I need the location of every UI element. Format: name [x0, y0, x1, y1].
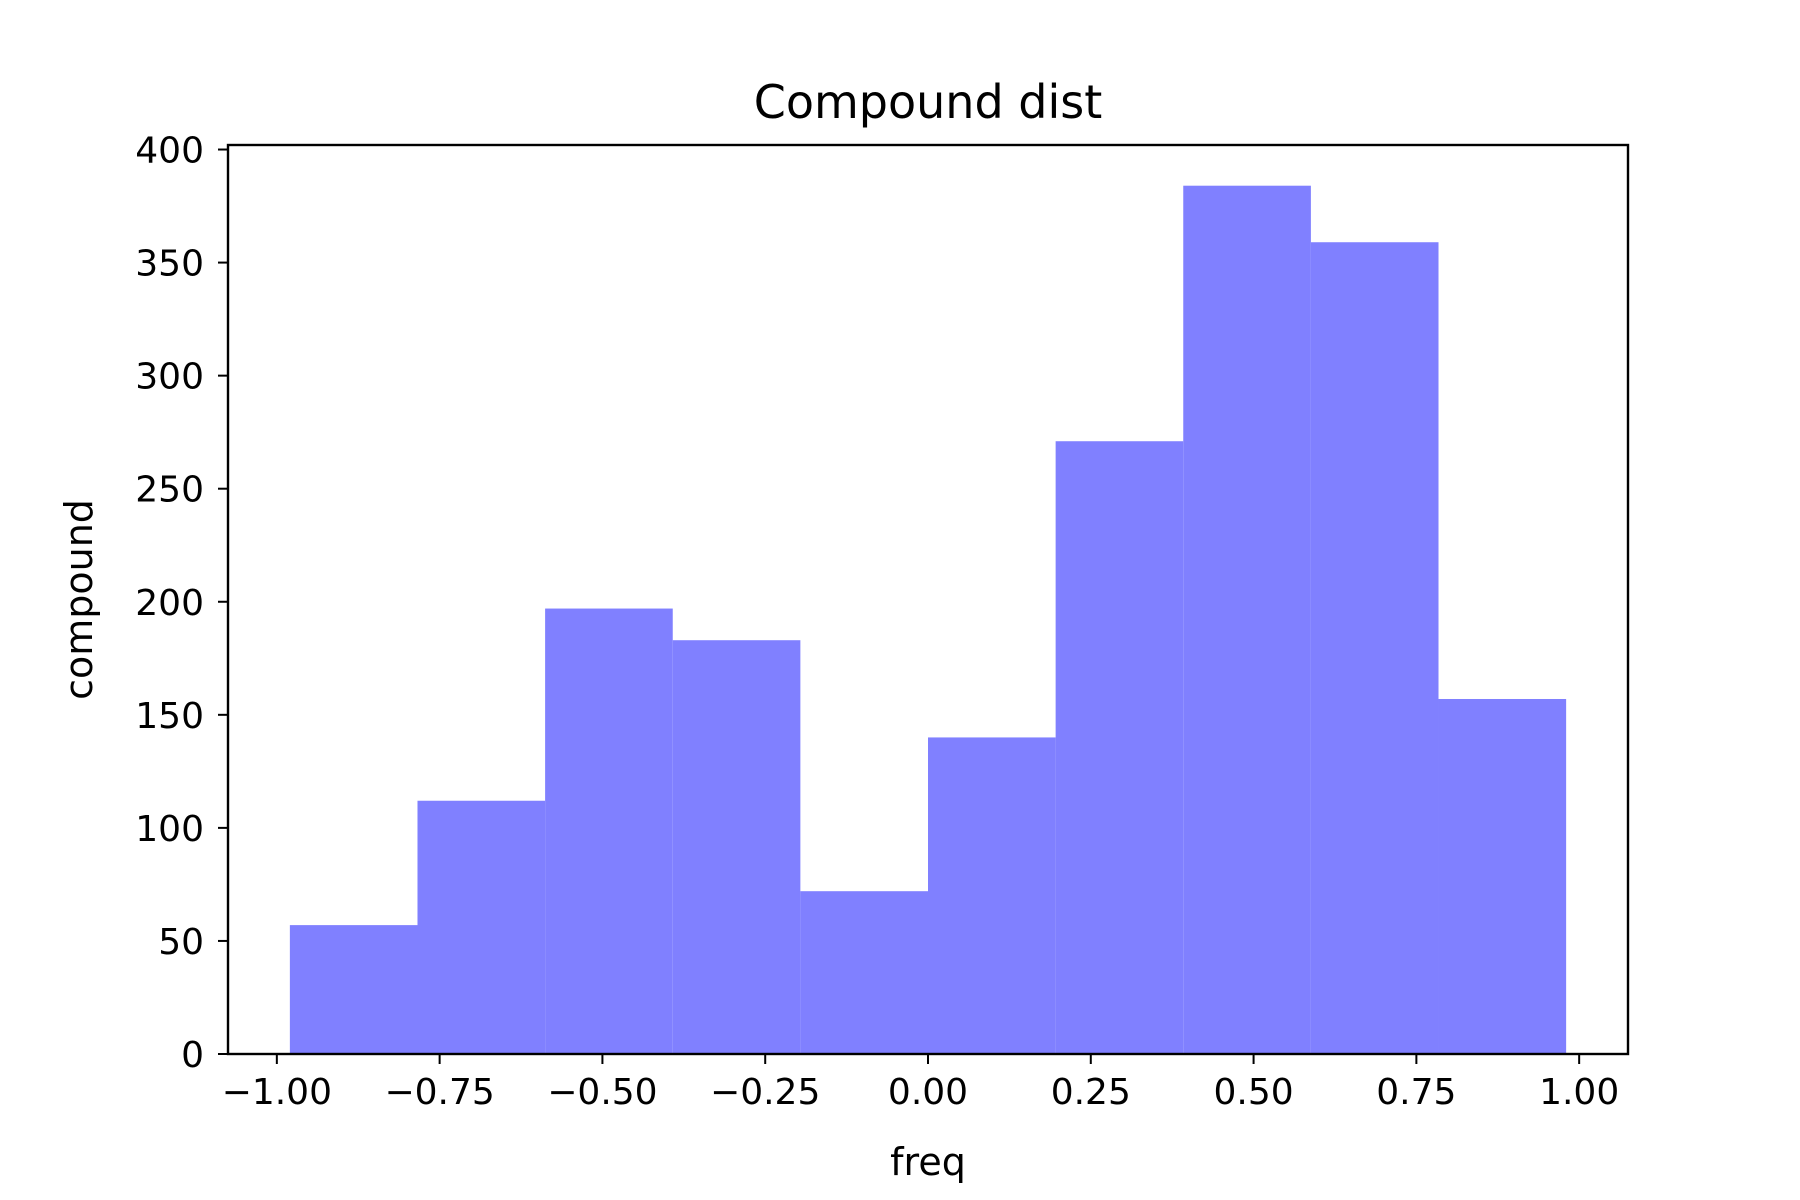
y-tick-label: 100	[135, 809, 204, 850]
histogram-bar	[1310, 242, 1439, 1055]
x-axis-ticks: −1.00 −0.75 −0.50 −0.25 0.00 0.25 0.50 0.75 1.00	[222, 1054, 1619, 1113]
histogram-bar	[545, 608, 673, 1054]
histogram-bar	[672, 640, 801, 1054]
x-axis-label: freq	[890, 1140, 966, 1184]
y-tick-label: 350	[135, 244, 204, 285]
histogram-bar	[1183, 185, 1311, 1055]
y-tick-label: 150	[135, 696, 204, 737]
chart-title: Compound dist	[754, 75, 1103, 129]
y-tick-label: 200	[135, 583, 204, 624]
x-tick-label: 0.75	[1376, 1072, 1456, 1113]
y-tick-label: 250	[135, 470, 204, 511]
x-tick-label: −0.50	[547, 1072, 657, 1113]
y-tick-label: 0	[181, 1035, 204, 1076]
x-tick-label: 1.00	[1539, 1072, 1619, 1113]
x-tick-label: 0.00	[888, 1072, 968, 1113]
y-axis-ticks: 0 50 100 150 200 250 300 350 400	[135, 131, 228, 1076]
x-tick-label: 0.50	[1214, 1072, 1294, 1113]
x-tick-label: −0.75	[384, 1072, 494, 1113]
x-tick-label: 0.25	[1051, 1072, 1131, 1113]
histogram-bar	[928, 737, 1056, 1054]
histogram-bar	[800, 891, 928, 1054]
y-axis-label: compound	[57, 499, 101, 700]
histogram-bar	[417, 800, 546, 1054]
y-tick-label: 300	[135, 357, 204, 398]
histogram-bar	[289, 925, 418, 1054]
x-tick-label: −0.25	[710, 1072, 820, 1113]
y-tick-label: 400	[135, 131, 204, 172]
bars-group	[289, 185, 1567, 1055]
y-tick-label: 50	[158, 922, 204, 963]
histogram-bar	[1055, 441, 1184, 1054]
x-tick-label: −1.00	[222, 1072, 332, 1113]
histogram-bar	[1438, 698, 1567, 1054]
